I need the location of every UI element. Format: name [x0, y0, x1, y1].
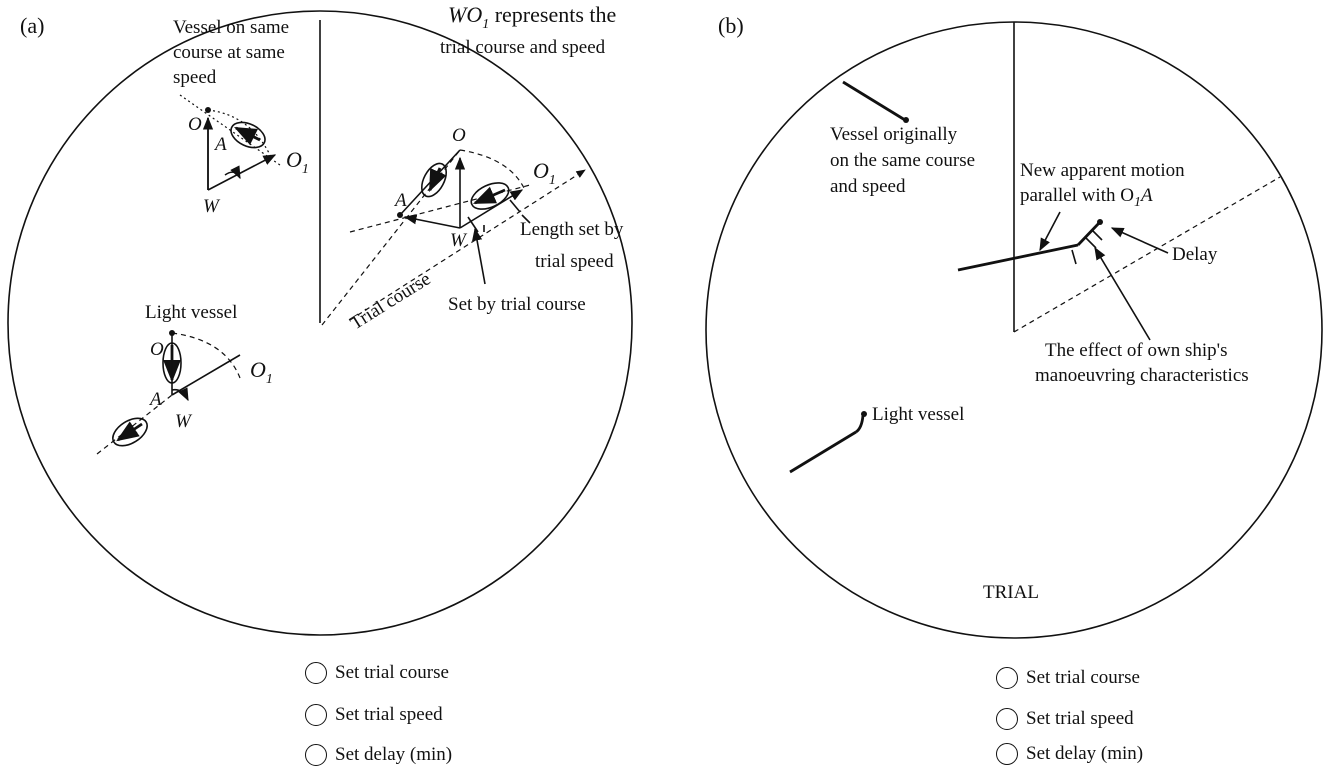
trial-label-w: W [450, 230, 468, 251]
new-apparent-pointer [1039, 211, 1061, 252]
wa-vector [403, 214, 461, 229]
light-label-o: O [150, 339, 164, 360]
label-new-apparent-2: parallel with O1A [1020, 185, 1153, 210]
vessel-same-label-o1: O1 [286, 147, 309, 177]
vessel-same-wo1-vector [207, 154, 277, 191]
label-vessel-orig-3: and speed [830, 176, 906, 197]
echo-b [470, 182, 510, 210]
control-b-label-3: Set delay (min) [1026, 743, 1144, 764]
label-vessel-same-3: speed [173, 67, 217, 88]
label-trial: TRIAL [983, 582, 1039, 603]
vessel-same-point-o [205, 107, 211, 113]
control-a-label-3: Set delay (min) [335, 744, 453, 765]
panel-a-tag: (a) [20, 13, 44, 38]
panel-b-tag: (b) [718, 13, 744, 38]
control-b-set-trial-speed[interactable]: Set trial speed [996, 708, 1134, 730]
panel-a-radar-circle [7, 10, 633, 636]
light-label-a: A [148, 389, 162, 410]
label-new-apparent-1: New apparent motion [1020, 160, 1185, 181]
label-wo1: WO1 represents the [448, 2, 616, 32]
delay-pointer [1110, 227, 1169, 254]
set-by-course-pointer [472, 227, 486, 285]
effect-pointer [1094, 246, 1151, 341]
label-light-vessel-a: Light vessel [145, 302, 237, 323]
vessel-same-label-w: W [203, 196, 221, 217]
light-vessel-wo1-vector [171, 354, 241, 396]
trial-label-a: A [393, 190, 407, 211]
label-vessel-same-1: Vessel on same [173, 17, 289, 38]
label-length-set-1: Length set by [520, 219, 624, 240]
control-a-set-trial-course[interactable]: Set trial course [305, 662, 449, 684]
light-label-o1: O1 [250, 357, 273, 387]
radio-b-trial-course[interactable] [996, 667, 1018, 689]
label-vessel-orig-1: Vessel originally [830, 124, 958, 145]
control-a-label-2: Set trial speed [335, 704, 443, 725]
control-a-set-trial-speed[interactable]: Set trial speed [305, 704, 443, 726]
point-a [397, 212, 403, 218]
speed-arc [459, 149, 526, 191]
trial-label-o1: O1 [533, 158, 556, 188]
label-length-set-2: trial speed [535, 251, 614, 272]
relative-track-line [321, 149, 461, 326]
radio-a-trial-course[interactable] [305, 662, 327, 684]
panel-a-trial-triangle: O A W O1 Length set by trial speed Set b… [321, 125, 624, 334]
trial-course-line [349, 169, 586, 321]
panel-b-vessel-orig-group: Vessel originally on the same course and… [830, 80, 975, 197]
label-light-vessel-b: Light vessel [872, 404, 964, 425]
new-apparent-track [957, 243, 1079, 272]
label-set-by-course: Set by trial course [448, 294, 586, 315]
panel-b-light-vessel-group: Light vessel [789, 404, 964, 474]
turn-track [1076, 221, 1102, 246]
vessel-same-arc [207, 109, 271, 156]
light-vessel-arc [171, 332, 241, 379]
radio-b-delay[interactable] [996, 743, 1018, 765]
label-effect-2: manoeuvring characteristics [1035, 365, 1249, 386]
label-effect-1: The effect of own ship's [1045, 340, 1227, 361]
vessel-same-label-o: O [188, 114, 202, 135]
panel-b-trial-course-line [1013, 176, 1281, 333]
radio-a-trial-speed[interactable] [305, 704, 327, 726]
radio-b-trial-speed[interactable] [996, 708, 1018, 730]
panel-b-new-motion-group: New apparent motion parallel with O1A De… [957, 160, 1249, 386]
control-b-set-trial-course[interactable]: Set trial course [996, 667, 1140, 689]
oa-line [399, 149, 461, 216]
light-label-w: W [175, 411, 193, 432]
vessel-same-label-a: A [213, 134, 227, 155]
control-b-set-delay[interactable]: Set delay (min) [996, 743, 1143, 765]
vessel-same-track [179, 94, 281, 166]
light-vessel-b-track [789, 430, 857, 474]
control-b-label-1: Set trial course [1026, 667, 1140, 688]
label-vessel-same-2: course at same [173, 42, 285, 63]
trial-label-o: O [452, 125, 466, 146]
label-trial-course: Trial course [347, 268, 435, 334]
label-delay: Delay [1172, 244, 1218, 265]
vessel-orig-track [842, 80, 906, 122]
control-b-label-2: Set trial speed [1026, 708, 1134, 729]
label-vessel-orig-2: on the same course [830, 150, 975, 171]
control-a-label-1: Set trial course [335, 662, 449, 683]
vessel-same-turn-arc [224, 165, 241, 180]
panel-a-light-vessel-group: Light vessel O A W O1 [96, 302, 273, 455]
panel-a-vessel-same-group: Vessel on same course at same speed O A … [173, 17, 309, 217]
label-wo1-line2: trial course and speed [440, 37, 606, 58]
control-a-set-delay[interactable]: Set delay (min) [305, 744, 452, 766]
radio-a-delay[interactable] [305, 744, 327, 766]
